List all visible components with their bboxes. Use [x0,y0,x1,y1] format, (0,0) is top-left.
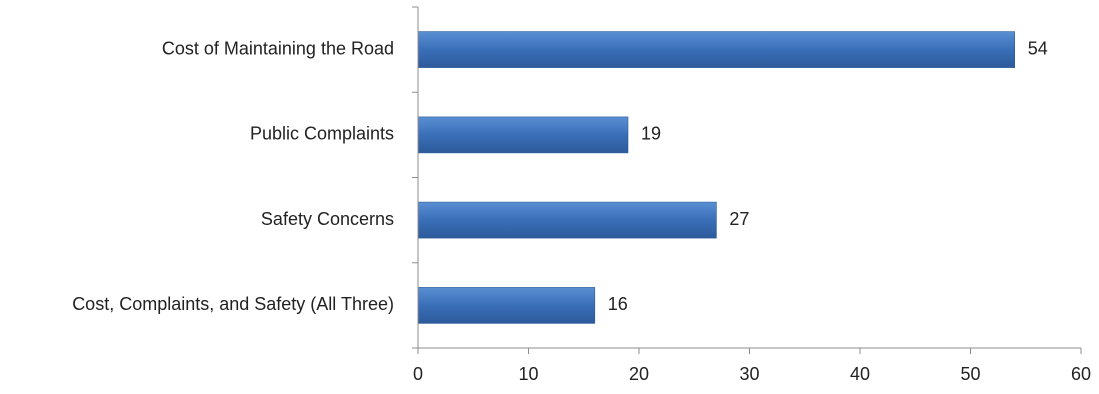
x-tick-label: 40 [850,364,870,384]
category-label: Cost, Complaints, and Safety (All Three) [72,294,394,314]
x-tick-label: 20 [629,364,649,384]
bar [417,287,596,324]
bar [417,116,629,154]
data-label: 16 [608,294,628,314]
bar [417,31,1016,68]
data-label: 19 [641,124,661,144]
category-label: Public Complaints [250,124,394,144]
data-label: 54 [1028,38,1048,58]
x-tick-label: 60 [1071,364,1091,384]
x-tick-label: 10 [518,364,538,384]
category-label: Cost of Maintaining the Road [162,38,394,58]
labels-layer: Cost of Maintaining the Road 54 Public Com… [72,38,1091,384]
x-tick-label: 0 [413,364,423,384]
bar [417,201,717,239]
category-label: Safety Concerns [261,209,394,229]
data-label: 27 [729,209,749,229]
x-tick-label: 30 [739,364,759,384]
axes-layer [412,6,1082,354]
bars-layer [417,31,1016,324]
x-tick-label: 50 [960,364,980,384]
